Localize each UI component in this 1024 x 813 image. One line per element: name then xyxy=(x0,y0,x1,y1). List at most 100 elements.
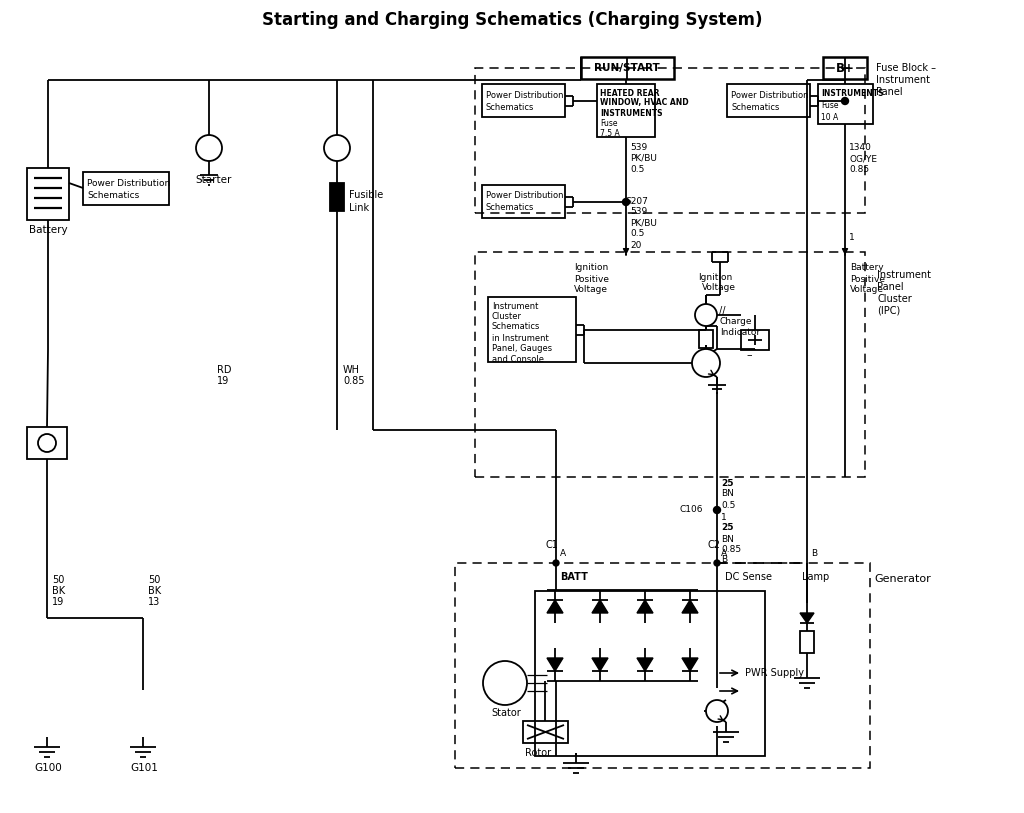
Text: PWR Supply: PWR Supply xyxy=(745,668,804,678)
Text: BK: BK xyxy=(148,586,161,596)
Text: 0.5: 0.5 xyxy=(630,164,644,173)
Text: B: B xyxy=(721,555,727,564)
Text: Instrument: Instrument xyxy=(492,302,539,311)
Text: Power Distribution: Power Distribution xyxy=(731,90,809,99)
Bar xyxy=(818,84,873,124)
Text: A: A xyxy=(560,549,566,558)
Text: Fuse Block –: Fuse Block – xyxy=(876,63,936,73)
Text: 7.5 A: 7.5 A xyxy=(600,128,620,137)
Text: Power Distribution: Power Distribution xyxy=(87,179,170,188)
Text: Charge: Charge xyxy=(720,318,753,327)
Text: C2: C2 xyxy=(707,540,720,550)
Text: B: B xyxy=(811,549,817,558)
Text: B+: B+ xyxy=(836,62,854,75)
Bar xyxy=(27,168,69,220)
Text: Voltage: Voltage xyxy=(850,285,884,294)
Text: 20: 20 xyxy=(630,241,641,250)
Text: INSTRUMENTS: INSTRUMENTS xyxy=(600,108,663,118)
Text: Voltage: Voltage xyxy=(702,284,736,293)
Text: Fuse: Fuse xyxy=(821,102,839,111)
Text: Power Distribution: Power Distribution xyxy=(486,90,563,99)
Text: Instrument: Instrument xyxy=(877,270,931,280)
Bar xyxy=(482,84,565,117)
Text: Schematics: Schematics xyxy=(87,190,139,199)
Text: //: // xyxy=(719,306,725,316)
Text: Panel: Panel xyxy=(877,282,903,292)
Text: Instrument: Instrument xyxy=(876,75,930,85)
Circle shape xyxy=(324,135,350,161)
Text: Battery: Battery xyxy=(29,225,68,235)
Polygon shape xyxy=(547,658,563,671)
Text: Starting and Charging Schematics (Charging System): Starting and Charging Schematics (Chargi… xyxy=(262,11,762,29)
Bar xyxy=(535,591,765,756)
Text: 0.85: 0.85 xyxy=(343,376,365,386)
Text: G101: G101 xyxy=(130,763,158,773)
Circle shape xyxy=(692,349,720,377)
Text: G100: G100 xyxy=(34,763,61,773)
Text: 539: 539 xyxy=(630,142,647,151)
Text: BN: BN xyxy=(721,534,734,544)
Polygon shape xyxy=(637,658,653,671)
Bar xyxy=(699,330,713,348)
Bar xyxy=(488,297,575,362)
Bar xyxy=(475,252,865,477)
Text: Indicator: Indicator xyxy=(720,328,760,337)
Text: Fuse: Fuse xyxy=(600,119,617,128)
Text: 1340: 1340 xyxy=(849,144,871,153)
Text: Cluster: Cluster xyxy=(492,312,522,321)
Circle shape xyxy=(714,506,721,514)
Text: 539: 539 xyxy=(630,207,647,216)
Bar xyxy=(330,183,344,211)
Bar xyxy=(27,427,67,459)
Text: 0.85: 0.85 xyxy=(849,166,869,175)
Text: DC Sense: DC Sense xyxy=(725,572,772,582)
Text: OG/YE: OG/YE xyxy=(849,154,877,163)
Circle shape xyxy=(714,560,720,566)
Polygon shape xyxy=(592,600,608,613)
Text: HEATED REAR: HEATED REAR xyxy=(600,89,659,98)
Text: WH: WH xyxy=(343,365,360,375)
Text: Positive: Positive xyxy=(574,275,609,284)
Bar xyxy=(727,84,810,117)
Text: Schematics: Schematics xyxy=(486,203,535,212)
Text: 25: 25 xyxy=(721,524,733,533)
Text: RUN/START: RUN/START xyxy=(594,63,659,73)
Text: 1: 1 xyxy=(721,514,727,523)
Text: Stator: Stator xyxy=(490,708,521,718)
Text: BATT: BATT xyxy=(560,572,588,582)
Circle shape xyxy=(695,304,717,326)
Text: 50: 50 xyxy=(148,575,161,585)
Text: RD: RD xyxy=(217,365,231,375)
Bar xyxy=(482,185,565,218)
Text: C1: C1 xyxy=(546,540,559,550)
Text: Generator: Generator xyxy=(874,574,931,584)
Text: (IPC): (IPC) xyxy=(877,306,900,316)
Text: Schematics: Schematics xyxy=(486,102,535,111)
Circle shape xyxy=(38,434,56,452)
Text: 25: 25 xyxy=(721,479,733,488)
Polygon shape xyxy=(592,658,608,671)
Text: Fusible: Fusible xyxy=(349,190,383,200)
Text: in Instrument: in Instrument xyxy=(492,334,549,344)
Text: PK/BU: PK/BU xyxy=(630,219,656,228)
Polygon shape xyxy=(682,600,698,613)
Text: Link: Link xyxy=(349,203,369,213)
Bar xyxy=(823,57,867,79)
Text: BK: BK xyxy=(52,586,66,596)
Text: Voltage: Voltage xyxy=(574,285,608,294)
Text: 0.5: 0.5 xyxy=(630,229,644,238)
Text: Panel: Panel xyxy=(876,87,902,97)
Text: 50: 50 xyxy=(52,575,65,585)
Circle shape xyxy=(706,700,728,722)
Polygon shape xyxy=(547,600,563,613)
Bar xyxy=(455,563,870,768)
Text: 10 A: 10 A xyxy=(821,112,839,121)
Text: BN: BN xyxy=(721,489,734,498)
Text: Schematics: Schematics xyxy=(731,102,779,111)
Text: Ignition: Ignition xyxy=(698,272,732,281)
Circle shape xyxy=(842,98,849,105)
Text: Schematics: Schematics xyxy=(492,323,541,332)
Text: PK/BU: PK/BU xyxy=(630,154,656,163)
Text: INSTRUMENTS: INSTRUMENTS xyxy=(821,89,884,98)
Bar xyxy=(475,68,865,213)
